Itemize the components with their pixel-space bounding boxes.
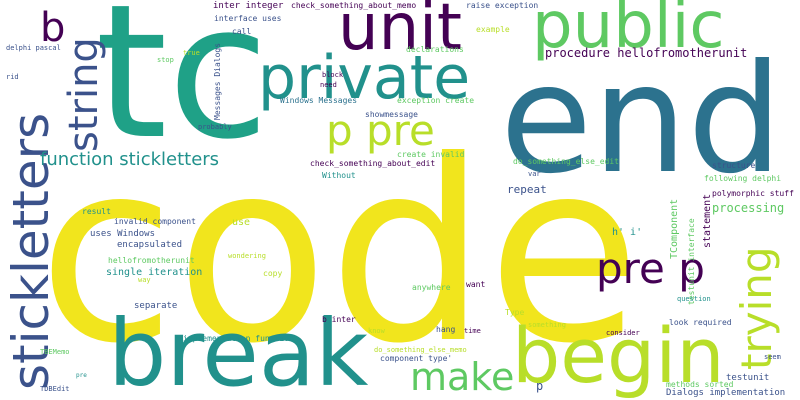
word-hang: hang xyxy=(436,325,456,334)
word-pre-p: pre p xyxy=(596,244,705,293)
word-exception-create: exception create xyxy=(397,96,475,105)
word-single-iteration: single iteration xyxy=(106,267,203,278)
word-windows-messages: Windows Messages xyxy=(280,96,358,105)
word-check-something-about-memo: check_something_about_memo xyxy=(291,1,417,10)
word-something: something xyxy=(528,321,566,329)
word-var: var xyxy=(528,170,541,178)
word-end: end xyxy=(500,33,783,207)
word-raise-exception: raise exception xyxy=(466,1,539,10)
word-testunit: testunit xyxy=(726,373,770,383)
word-need: need xyxy=(320,81,337,89)
word-begin: begin xyxy=(512,311,725,400)
word-wondering: wondering xyxy=(228,252,266,260)
word-do-something-else-memo: do_something_else_memo xyxy=(374,346,467,354)
word-repeat: repeat xyxy=(507,183,547,196)
word-unit: unit xyxy=(338,0,462,65)
word-following-delphi: following delphi xyxy=(704,174,782,183)
word-probably: probably xyxy=(198,123,232,131)
word-public: public xyxy=(532,0,725,63)
word-tc: tc xyxy=(95,0,270,180)
word-make: make xyxy=(410,355,515,399)
word-processing: processing xyxy=(712,201,785,215)
word-time: time xyxy=(464,327,481,335)
word-tbememo: TBEMemo xyxy=(40,348,70,356)
word-function-stickletters: function stickletters xyxy=(40,149,220,170)
word-hellofromotherunit: hellofromotherunit xyxy=(108,256,195,265)
word-inter-integer: inter integer xyxy=(213,1,284,11)
word-structure: structure xyxy=(712,161,756,170)
word-consider: consider xyxy=(606,329,640,337)
word-anywhere: anywhere xyxy=(412,283,451,292)
word-declarations: declarations xyxy=(406,45,464,54)
word-use: use xyxy=(232,217,251,228)
word-encapsulated: encapsulated xyxy=(117,240,183,250)
word-p: p xyxy=(536,379,544,393)
word-methods-sorted: methods sorted xyxy=(666,380,734,389)
word-separate: separate xyxy=(134,301,178,311)
word-showmessage: showmessage xyxy=(365,110,418,119)
word-example: example xyxy=(476,25,510,34)
word-delphi-pascal: delphi pascal xyxy=(6,44,61,52)
word-true: true xyxy=(183,49,200,57)
word-type: Type xyxy=(505,308,525,317)
word-way: way xyxy=(138,276,151,284)
word-private: private xyxy=(258,43,471,113)
word-p-pre: p pre xyxy=(326,106,435,155)
word-block: block xyxy=(322,71,344,79)
word-testunit-interface: testunit interface xyxy=(687,218,696,305)
word-b-inter: b inter xyxy=(322,315,356,324)
word-create-invalid: create invalid xyxy=(397,150,465,159)
word-tcomponent: TComponent xyxy=(669,198,680,259)
word-without: Without xyxy=(322,171,356,180)
word-b: b xyxy=(40,5,66,51)
word-result: result xyxy=(82,207,111,216)
word-polymorphic-stuff: polymorphic stuff xyxy=(712,189,794,198)
word-uses-windows: uses Windows xyxy=(90,229,156,239)
word-code: code xyxy=(38,107,641,398)
word-invalid-component: invalid component xyxy=(114,217,196,226)
word-look-required: look required xyxy=(669,318,732,327)
word-stop: stop xyxy=(157,56,174,64)
word-rid: rid xyxy=(6,73,19,81)
word-messages-dialogs: Messages Dialogs xyxy=(213,42,222,120)
word-know: know xyxy=(368,327,385,335)
word-component-type: component type' xyxy=(380,354,453,363)
word-interface-uses: interface uses xyxy=(214,14,282,23)
word-seem: seem xyxy=(764,353,781,361)
word-call: call xyxy=(232,27,252,36)
word-statement: statement xyxy=(702,193,713,248)
word-question: question xyxy=(677,295,711,303)
word-h-i: h' i' xyxy=(612,227,643,238)
word-procedure-hellofromotherunit: procedure hellofromotherunit xyxy=(545,46,748,60)
word-want: want xyxy=(466,280,486,289)
word-copy: copy xyxy=(263,269,283,278)
word-check-something-about-edit: check_something_about_edit xyxy=(310,159,436,168)
word-do-something-else-edit: do_something_else_edit xyxy=(513,157,619,166)
word-string: string xyxy=(61,37,107,152)
word-dialogs-implementation: Dialogs implementation xyxy=(666,388,786,398)
word-tdbedit: TDBEdit xyxy=(40,385,70,393)
word-trying: trying xyxy=(732,246,781,370)
word-break: break xyxy=(108,300,369,400)
word-implementation-function: implementation function xyxy=(183,334,294,343)
word-pre: pre xyxy=(76,372,87,379)
